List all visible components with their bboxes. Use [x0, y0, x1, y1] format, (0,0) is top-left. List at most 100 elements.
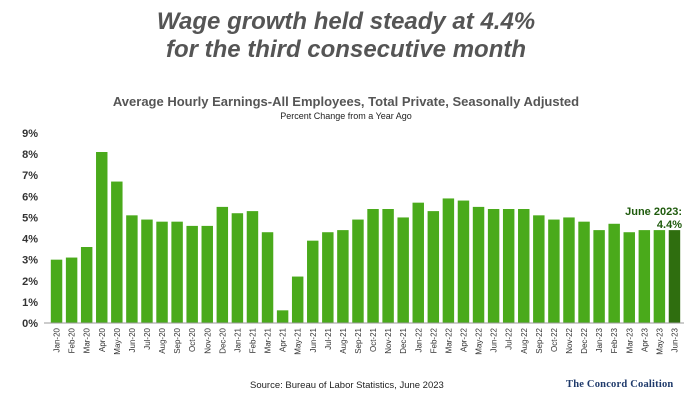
bar — [337, 230, 349, 323]
x-tick-label: Jun-23 — [670, 327, 679, 352]
bar — [487, 209, 500, 323]
x-tick-label: Oct-20 — [188, 327, 197, 352]
bar — [80, 247, 93, 323]
x-tick-label: Sep-22 — [535, 327, 544, 353]
annotation-line-1: June 2023: — [625, 206, 682, 218]
bar — [548, 219, 560, 323]
x-tick-label: Jan-22 — [414, 327, 423, 352]
x-tick-label: May-22 — [475, 327, 484, 354]
x-tick-label: Nov-20 — [203, 327, 212, 353]
x-tick-label: Feb-21 — [248, 327, 257, 353]
bar — [111, 181, 123, 323]
x-tick-label: Mar-20 — [83, 327, 92, 353]
bar — [322, 232, 334, 323]
bar — [653, 230, 666, 323]
x-tick-label: Nov-21 — [384, 327, 393, 353]
bar — [457, 200, 470, 323]
bar — [442, 198, 455, 323]
bar — [65, 257, 78, 323]
bar — [231, 213, 244, 323]
x-tick-label: Feb-22 — [429, 327, 438, 353]
y-tick-label: 8% — [22, 149, 38, 161]
x-tick-label: Dec-22 — [580, 327, 589, 353]
bar — [518, 209, 530, 323]
x-tick-label: Jan-21 — [233, 327, 242, 352]
bar — [533, 215, 545, 323]
annotation-line-2: 4.4% — [657, 219, 682, 231]
bar — [171, 221, 183, 323]
y-tick-label: 4% — [22, 234, 38, 246]
x-tick-label: Jan-23 — [595, 327, 604, 352]
x-tick-label: Mar-23 — [625, 327, 634, 353]
x-tick-label: Jul-22 — [505, 327, 514, 349]
bar — [563, 217, 575, 323]
x-tick-label: Aug-20 — [158, 327, 167, 353]
bar — [382, 209, 394, 323]
x-tick-label: Jul-21 — [324, 327, 333, 349]
x-tick-label: Jul-20 — [143, 327, 152, 349]
y-tick-label: 2% — [22, 276, 38, 288]
bar — [156, 221, 168, 323]
x-tick-label: Sep-20 — [173, 327, 182, 353]
y-tick-label: 3% — [22, 255, 38, 267]
chart-subtitle: Percent Change from a Year Ago — [280, 111, 412, 121]
bar — [427, 211, 440, 323]
bar — [623, 232, 635, 323]
bar — [668, 230, 681, 323]
bar — [201, 225, 213, 323]
x-tick-label: Jun-20 — [128, 327, 137, 352]
y-tick-label: 6% — [22, 191, 38, 203]
x-tick-label: Jun-22 — [490, 327, 499, 352]
y-tick-label: 5% — [22, 212, 38, 224]
x-tick-label: Dec-20 — [218, 327, 227, 353]
source-note: Source: Bureau of Labor Statistics, June… — [250, 380, 444, 391]
bar — [50, 259, 63, 323]
bar — [141, 219, 153, 323]
bar — [246, 211, 259, 323]
x-tick-label: Nov-22 — [565, 327, 574, 353]
y-tick-label: 1% — [22, 297, 38, 309]
x-tick-label: May-21 — [294, 327, 303, 354]
bar — [261, 232, 274, 323]
bar — [307, 240, 319, 323]
x-tick-label: Aug-22 — [520, 327, 529, 353]
headline-line-1: Wage growth held steady at 4.4% — [156, 8, 536, 35]
bar — [216, 206, 229, 323]
x-tick-label: Feb-23 — [610, 327, 619, 353]
bar — [126, 215, 138, 323]
bar — [593, 230, 605, 323]
bar — [186, 225, 198, 323]
bar — [367, 209, 379, 323]
x-tick-label: Oct-22 — [550, 327, 559, 352]
bar — [502, 209, 515, 323]
bar — [352, 219, 364, 323]
x-tick-label: Jan-20 — [53, 327, 62, 352]
x-tick-label: Apr-21 — [279, 327, 288, 352]
bar — [578, 221, 590, 323]
bar — [472, 206, 485, 323]
headline-line-2: for the third consecutive month — [165, 36, 527, 63]
x-tick-label: May-23 — [655, 327, 664, 354]
x-tick-label: Aug-21 — [339, 327, 348, 353]
bar — [291, 276, 304, 323]
x-tick-label: Apr-22 — [459, 327, 468, 352]
concord-coalition-logo: The Concord Coalition — [566, 379, 674, 390]
bar — [638, 230, 651, 323]
x-tick-label: Feb-20 — [68, 327, 77, 353]
bar — [96, 152, 108, 323]
x-tick-label: Dec-21 — [399, 327, 408, 353]
y-tick-label: 9% — [22, 128, 38, 140]
x-tick-label: Jun-21 — [309, 327, 318, 352]
chart-title: Average Hourly Earnings-All Employees, T… — [112, 94, 580, 109]
x-tick-label: Mar-21 — [264, 327, 273, 353]
bar — [608, 223, 620, 323]
x-tick-label: Mar-22 — [444, 327, 453, 353]
x-tick-label: Sep-21 — [354, 327, 363, 353]
y-tick-label: 0% — [22, 318, 38, 330]
bar — [397, 217, 409, 323]
y-tick-label: 7% — [22, 170, 38, 182]
x-tick-label: May-20 — [113, 327, 122, 354]
x-tick-label: Oct-21 — [369, 327, 378, 352]
bar — [412, 202, 424, 323]
